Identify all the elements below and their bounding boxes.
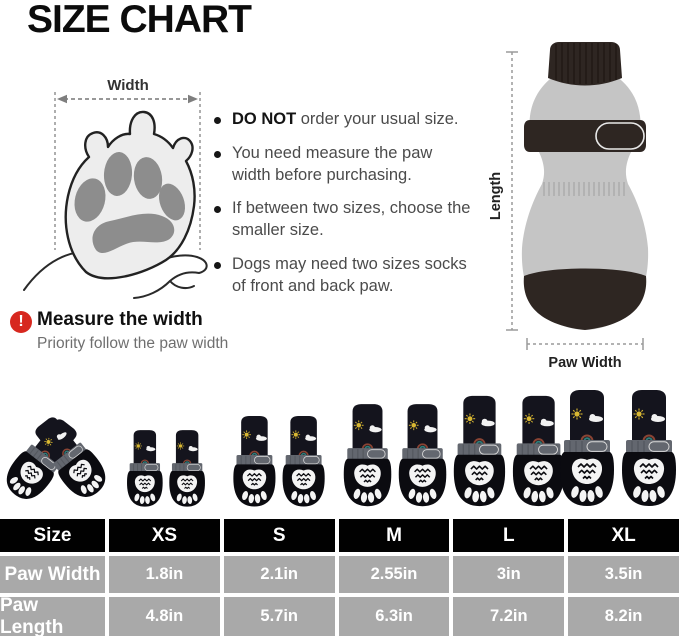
sock-measurement-diagram: Length Paw Width	[488, 42, 649, 371]
product-photo-pair-m	[342, 403, 448, 508]
measure-note: ! Measure the width Priority follow the …	[10, 309, 228, 353]
size-table: Size XS S M L XL Paw Width 1.8in 2.1in 2…	[0, 519, 679, 636]
toe-pad	[74, 178, 106, 222]
paw-illustration	[64, 110, 196, 280]
purchase-notes-list: DO NOT order your usual size. You need m…	[214, 109, 472, 309]
table-cell: 8.2in	[568, 597, 679, 636]
page-title: SIZE CHART	[27, 0, 252, 41]
note-item: If between two sizes, choose the smaller…	[214, 198, 472, 242]
toe-pad	[133, 157, 163, 199]
paw-width-diagram: Width	[23, 78, 208, 299]
product-photos-row	[0, 389, 677, 508]
table-cell: 4.8in	[109, 597, 220, 636]
sock-illustration	[521, 42, 649, 330]
alert-icon: !	[10, 311, 32, 333]
product-photo-pair-l	[452, 394, 566, 508]
table-header-cell: M	[338, 519, 450, 552]
note-item: You need measure the paw width before pu…	[214, 143, 472, 187]
table-cell: 2.55in	[338, 556, 450, 593]
table-row-label: Paw Width	[0, 556, 105, 593]
table-cell: 7.2in	[453, 597, 565, 636]
table-cell: 3in	[453, 556, 565, 593]
product-photo-pair-crossed	[0, 409, 115, 508]
table-cell: 6.3in	[338, 597, 450, 636]
length-measurement-line	[506, 51, 518, 331]
measure-subtext: Priority follow the paw width	[37, 334, 229, 352]
table-header-cell: Size	[0, 519, 105, 552]
table-cell: 3.5in	[568, 556, 679, 593]
sock-sole	[523, 268, 647, 330]
paw-width-measurement-line	[526, 338, 644, 350]
width-measurement-lines	[54, 92, 201, 250]
note-item: DO NOT order your usual size.	[214, 109, 472, 131]
table-row-label: Paw Length	[0, 595, 105, 636]
toe-pad	[103, 152, 133, 196]
toe-pad	[158, 183, 186, 221]
table-header-cell: L	[453, 519, 565, 552]
paw-width-label: Paw Width	[548, 355, 621, 371]
table-header-cell: S	[223, 519, 335, 552]
measure-heading: Measure the width	[37, 309, 203, 330]
width-label: Width	[107, 78, 149, 94]
sock-cuff	[548, 42, 622, 86]
product-photo-pair-xl	[559, 389, 677, 507]
product-photo-pair-s	[232, 415, 326, 508]
central-pad	[92, 213, 175, 254]
length-label: Length	[488, 172, 504, 220]
product-photo-pair-xs	[126, 429, 206, 508]
table-cell: 5.7in	[223, 597, 335, 636]
note-item: Dogs may need two sizes socks of front a…	[214, 254, 472, 298]
table-cell: 2.1in	[223, 556, 335, 593]
strap-tab	[595, 122, 645, 150]
table-cell: 1.8in	[109, 556, 220, 593]
table-header-cell: XS	[109, 519, 220, 552]
table-header-cell: XL	[568, 519, 679, 552]
